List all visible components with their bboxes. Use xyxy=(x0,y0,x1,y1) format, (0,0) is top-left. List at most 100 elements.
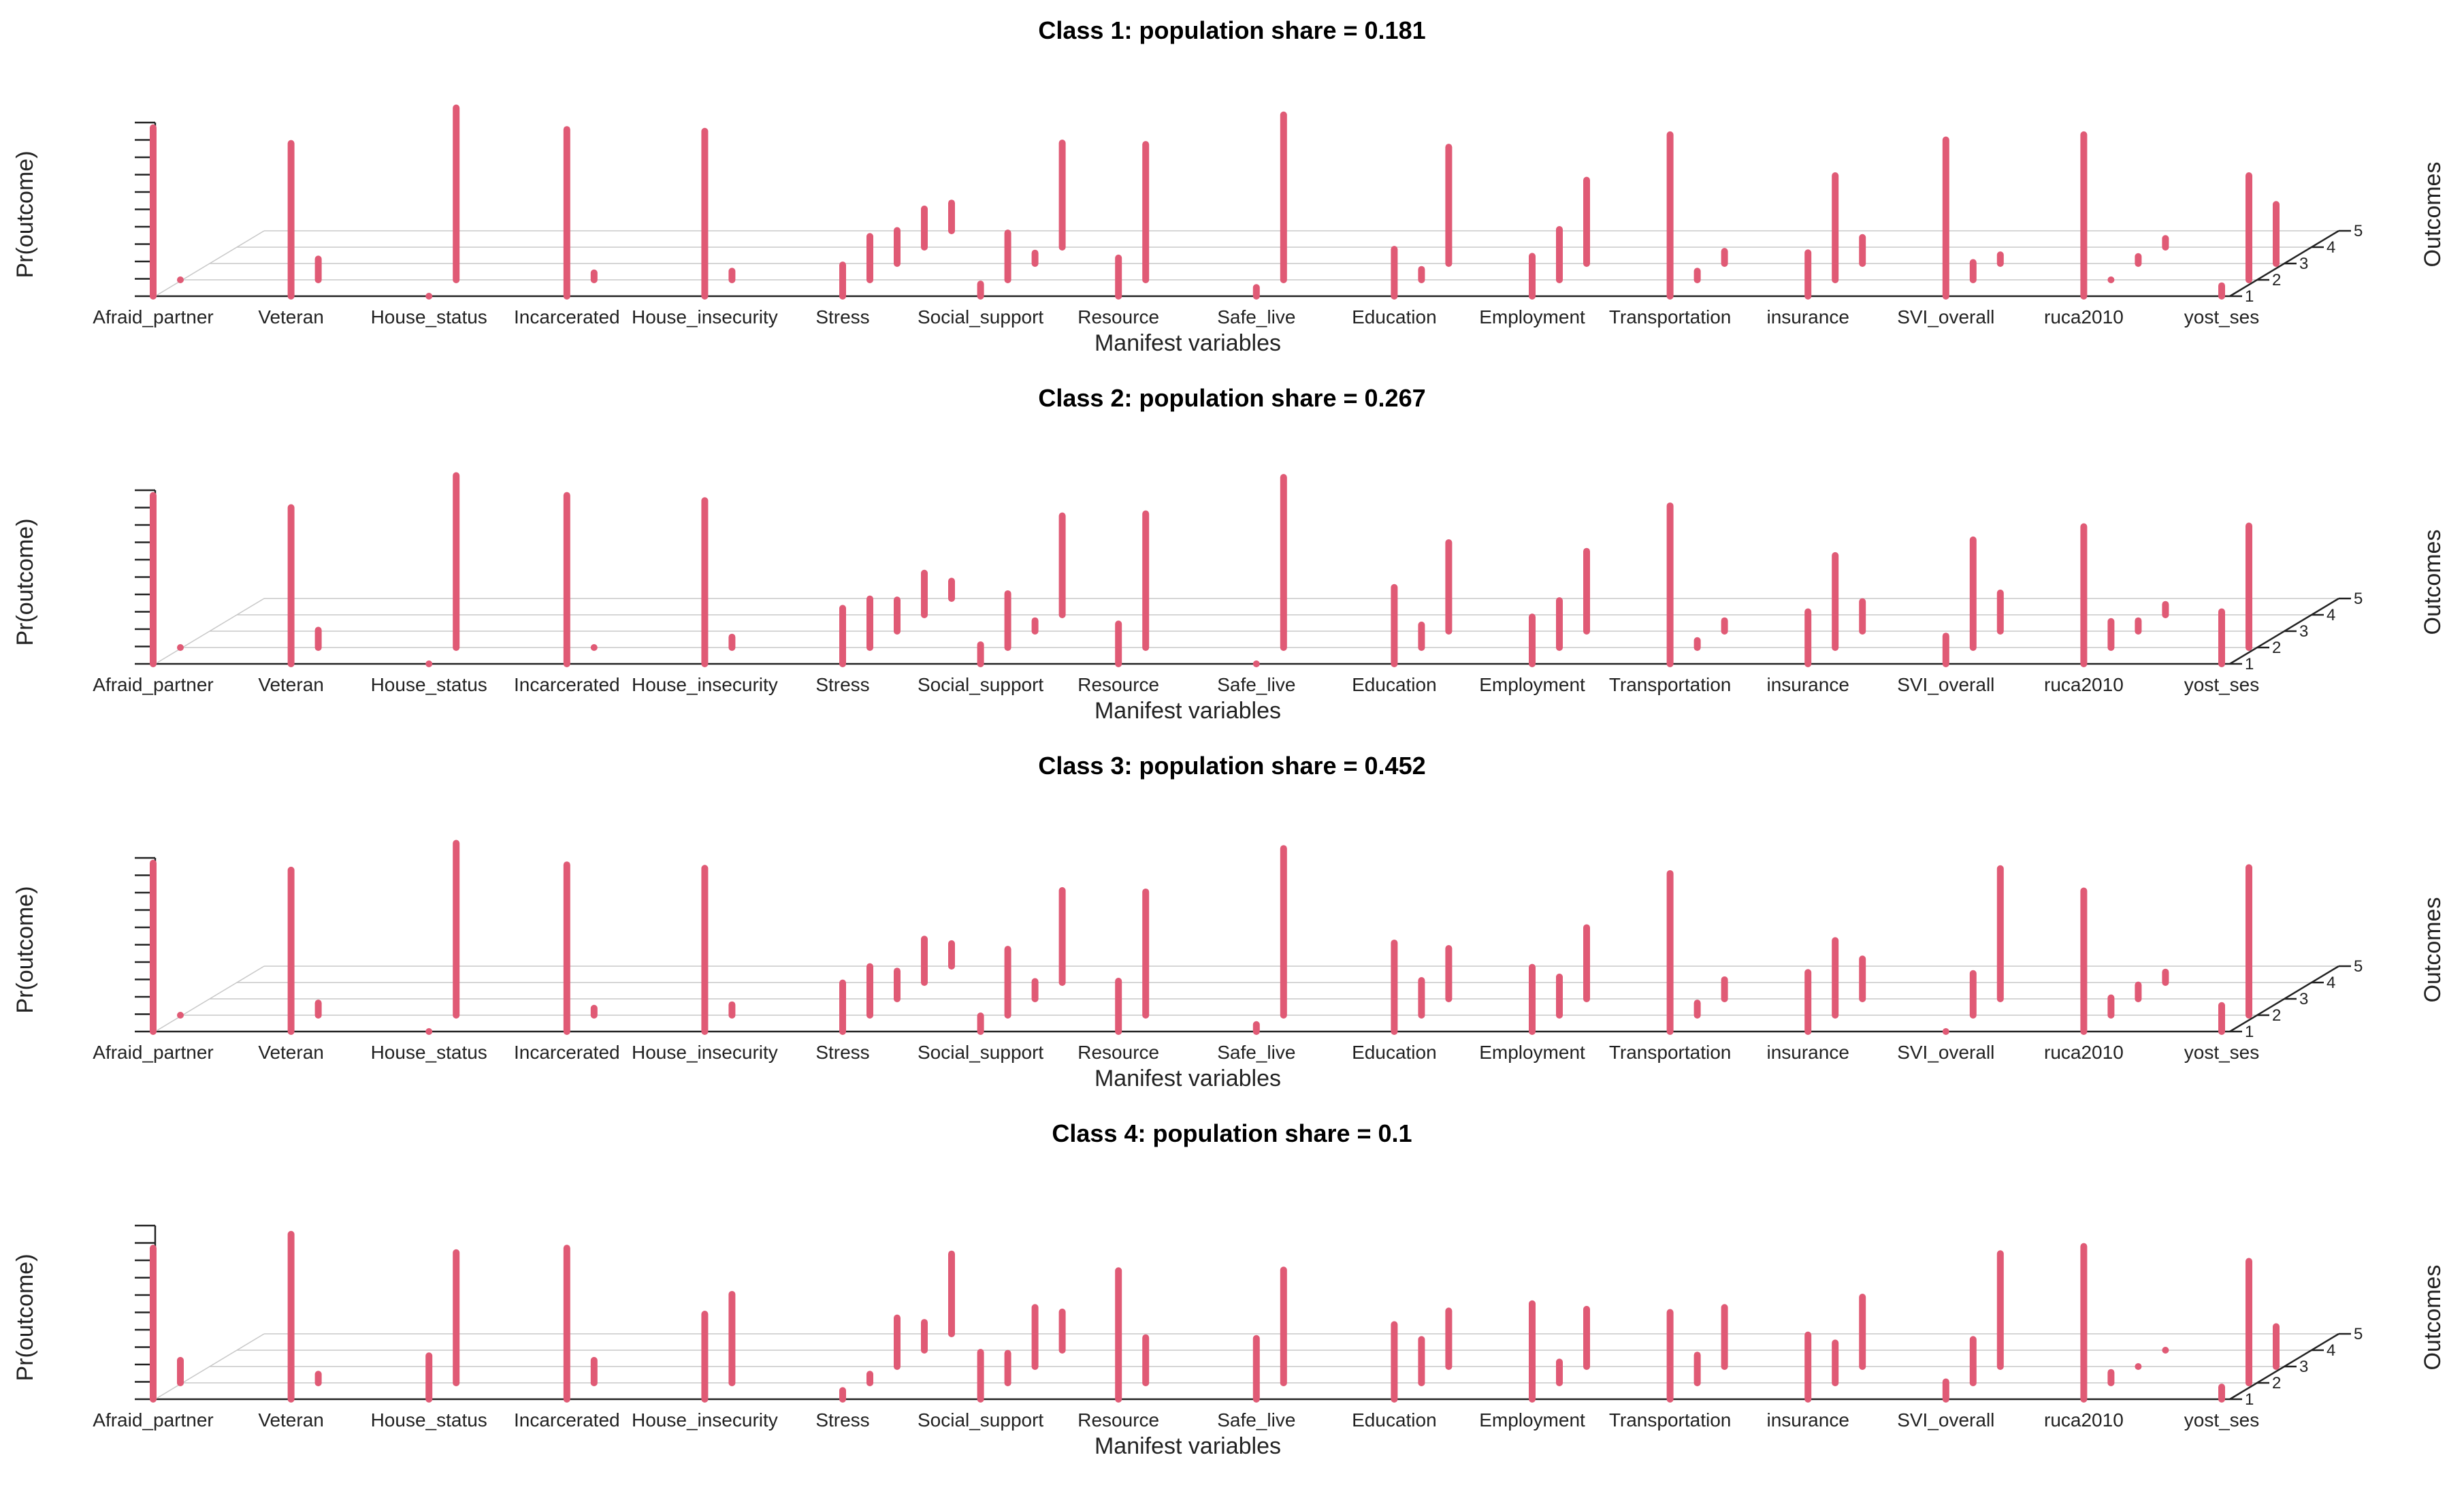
variable-label: Stress xyxy=(815,306,869,328)
outcome-tick-label: 5 xyxy=(2354,222,2363,240)
outcome-tick-label: 2 xyxy=(2272,639,2281,657)
variable-label: Employment xyxy=(1479,1409,1585,1431)
variable-label: Incarcerated xyxy=(514,1409,620,1431)
panel-title: Class 3: population share = 0.452 xyxy=(1038,752,1425,780)
panel-title: Class 1: population share = 0.181 xyxy=(1038,16,1425,44)
z-axis-label: Outcomes xyxy=(2420,162,2446,268)
z-axis-label: Outcomes xyxy=(2420,530,2446,635)
variable-label: insurance xyxy=(1766,1409,1849,1431)
variable-label: Veteran xyxy=(258,674,324,695)
variable-label: yost_ses xyxy=(2184,1042,2260,1063)
variable-label: House_insecurity xyxy=(632,1409,778,1431)
outcome-tick-label: 5 xyxy=(2354,957,2363,976)
outcome-tick-label: 5 xyxy=(2354,590,2363,608)
variable-label: Employment xyxy=(1479,674,1585,695)
floor-edge-left xyxy=(155,230,265,297)
variable-label: House_status xyxy=(371,674,487,695)
variable-label: Safe_live xyxy=(1217,306,1295,328)
variable-label: Stress xyxy=(815,1409,869,1431)
variable-label: ruca2010 xyxy=(2044,1409,2124,1431)
variable-label: Resource xyxy=(1077,674,1159,695)
outcome-tick-label: 3 xyxy=(2299,1358,2308,1376)
variable-label: Resource xyxy=(1077,306,1159,328)
outcome-tick-label: 3 xyxy=(2299,255,2308,273)
variable-label: Incarcerated xyxy=(514,674,620,695)
variable-label: House_insecurity xyxy=(632,674,778,695)
probability-bar xyxy=(2162,1347,2169,1354)
variable-label: SVI_overall xyxy=(1897,306,1994,328)
variable-label: House_status xyxy=(371,1409,487,1431)
variable-label: Social_support xyxy=(918,306,1043,328)
panel-title: Class 4: population share = 0.1 xyxy=(1052,1119,1412,1147)
variable-label: yost_ses xyxy=(2184,306,2260,328)
floor-edge-left xyxy=(155,598,265,665)
outcome-tick-label: 3 xyxy=(2299,990,2308,1008)
variable-label: Safe_live xyxy=(1217,674,1295,695)
variable-label: ruca2010 xyxy=(2044,674,2124,695)
variable-label: Social_support xyxy=(918,1042,1043,1063)
outcome-tick-label: 4 xyxy=(2327,606,2335,624)
variable-label: Transportation xyxy=(1609,1409,1732,1431)
variable-label: SVI_overall xyxy=(1897,1409,1994,1431)
outcome-tick-label: 4 xyxy=(2327,1341,2335,1360)
floor-edge-left xyxy=(155,1333,265,1400)
variable-label: Resource xyxy=(1077,1042,1159,1063)
y-axis-label: Pr(outcome) xyxy=(12,1254,38,1381)
outcome-tick-label: 2 xyxy=(2272,1374,2281,1392)
probability-bar xyxy=(1252,660,1260,667)
variable-label: Employment xyxy=(1479,1042,1585,1063)
outcome-tick-label: 2 xyxy=(2272,1006,2281,1025)
variable-label: SVI_overall xyxy=(1897,1042,1994,1063)
variable-label: Safe_live xyxy=(1217,1409,1295,1431)
variable-label: House_insecurity xyxy=(632,1042,778,1063)
variable-label: Veteran xyxy=(258,1042,324,1063)
variable-label: Education xyxy=(1352,674,1437,695)
variable-label: Transportation xyxy=(1609,306,1732,328)
variable-label: Resource xyxy=(1077,1409,1159,1431)
panel-class-4: Class 4: population share = 0.1 123 4 5 Pr(o… xyxy=(12,1119,2446,1459)
variable-label: Education xyxy=(1352,1042,1437,1063)
x-axis-label: Manifest variables xyxy=(1095,1066,1281,1091)
panel-class-1: Class 1: population share = 0.181 123 4 5 Pr… xyxy=(12,16,2446,356)
variable-label: Veteran xyxy=(258,1409,324,1431)
outcome-tick-label: 1 xyxy=(2245,1023,2254,1041)
variable-label: ruca2010 xyxy=(2044,306,2124,328)
floor-edge-left xyxy=(155,965,265,1032)
outcome-tick-label: 1 xyxy=(2245,655,2254,673)
variable-label: Education xyxy=(1352,306,1437,328)
variable-label: Transportation xyxy=(1609,1042,1732,1063)
z-axis-label: Outcomes xyxy=(2420,897,2446,1003)
variable-label: Social_support xyxy=(918,674,1043,695)
probability-bar xyxy=(177,1012,184,1019)
probability-bar xyxy=(177,276,184,283)
x-axis-label: Manifest variables xyxy=(1095,1433,1281,1459)
outcome-tick-label: 5 xyxy=(2354,1325,2363,1343)
panel-title: Class 2: population share = 0.267 xyxy=(1038,384,1425,412)
variable-label: House_status xyxy=(371,306,487,328)
outcome-tick-label: 1 xyxy=(2245,1390,2254,1409)
outcome-tick-label: 2 xyxy=(2272,271,2281,289)
variable-label: insurance xyxy=(1766,1042,1849,1063)
probability-bar xyxy=(2135,1363,2142,1370)
probability-bar xyxy=(2107,276,2115,283)
variable-label: House_insecurity xyxy=(632,306,778,328)
variable-label: Social_support xyxy=(918,1409,1043,1431)
variable-label: yost_ses xyxy=(2184,674,2260,695)
variable-label: Veteran xyxy=(258,306,324,328)
panel-class-3: Class 3: population share = 0.452 123 4 5 Pr… xyxy=(12,752,2446,1091)
probability-bar xyxy=(425,1028,433,1035)
variable-label: Stress xyxy=(815,1042,869,1063)
outcome-tick-label: 1 xyxy=(2245,287,2254,306)
probability-bar xyxy=(1942,1028,1949,1035)
variable-label: Transportation xyxy=(1609,674,1732,695)
panel-class-2: Class 2: population share = 0.267 123 4 5 Pr… xyxy=(12,384,2446,724)
variable-label: Afraid_partner xyxy=(93,306,213,328)
variable-label: ruca2010 xyxy=(2044,1042,2124,1063)
variable-label: insurance xyxy=(1766,306,1849,328)
outcome-tick-label: 3 xyxy=(2299,622,2308,641)
variable-label: yost_ses xyxy=(2184,1409,2260,1431)
variable-label: Afraid_partner xyxy=(93,674,213,695)
probability-bar xyxy=(425,293,433,300)
y-axis-label: Pr(outcome) xyxy=(12,886,38,1013)
probability-bar xyxy=(590,644,598,651)
